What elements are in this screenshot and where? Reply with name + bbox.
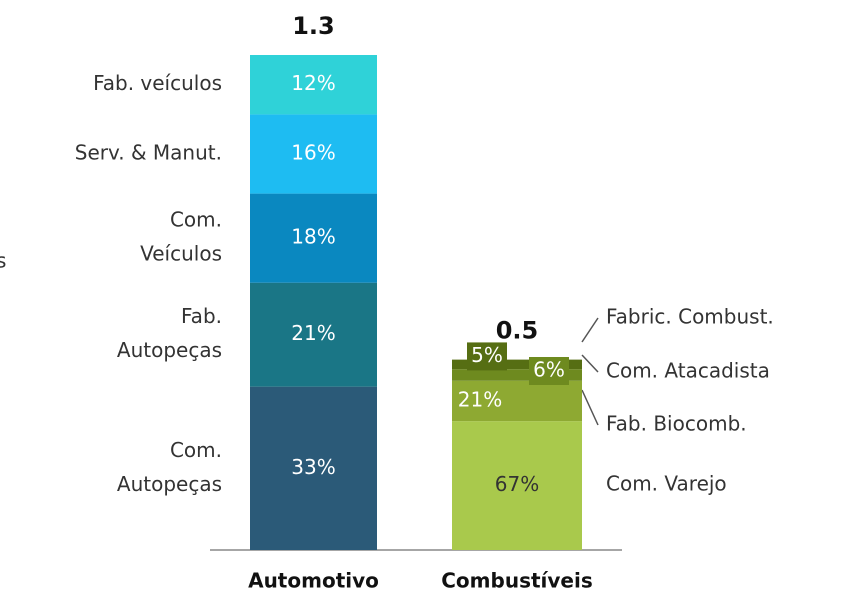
segment-label: 33% <box>291 455 335 479</box>
segment-name: Fabric. Combust. <box>606 305 774 329</box>
segment-name: Com. Atacadista <box>606 359 770 383</box>
bar-segment <box>250 193 377 283</box>
segment-label: 5% <box>471 343 503 367</box>
segment-label: 16% <box>291 141 335 165</box>
segment-name: Com. <box>170 208 222 232</box>
segment-name: Fab. veículos <box>93 71 222 95</box>
segment-name: Autopeças <box>117 472 222 496</box>
segment-name: Com. Varejo <box>606 472 727 496</box>
segment-name: Com. <box>170 438 222 462</box>
segment-name: Fab. Biocomb. <box>606 412 747 436</box>
segment-name: Autopeças <box>117 338 222 362</box>
category-label: Combustíveis <box>441 569 593 593</box>
segment-name: Veículos <box>140 242 222 266</box>
leader-lines <box>581 317 599 426</box>
segment-label: 21% <box>291 321 335 345</box>
segment-name: Fab. <box>181 304 222 328</box>
segment-label: 67% <box>495 472 539 496</box>
bar-segment <box>452 380 582 422</box>
bar-segment <box>452 369 582 381</box>
bar-segment <box>250 114 377 194</box>
label-box <box>467 342 507 371</box>
segment-label: 21% <box>458 387 502 411</box>
label-box <box>529 357 569 385</box>
bar-total: 1.3 <box>292 12 335 40</box>
segment-label: 18% <box>291 225 335 249</box>
bar-segment <box>250 55 377 115</box>
segment-label: 12% <box>291 71 335 95</box>
bar-total: 0.5 <box>496 317 539 345</box>
bar-segment <box>452 421 582 550</box>
bar-segment <box>250 282 377 387</box>
bar-segment <box>250 386 377 550</box>
segment-name: Serv. & Manut. <box>75 141 222 165</box>
annotation: s <box>0 249 6 273</box>
bar-segment <box>452 359 582 370</box>
category-label: Automotivo <box>248 569 379 593</box>
segment-label: 6% <box>533 358 565 382</box>
